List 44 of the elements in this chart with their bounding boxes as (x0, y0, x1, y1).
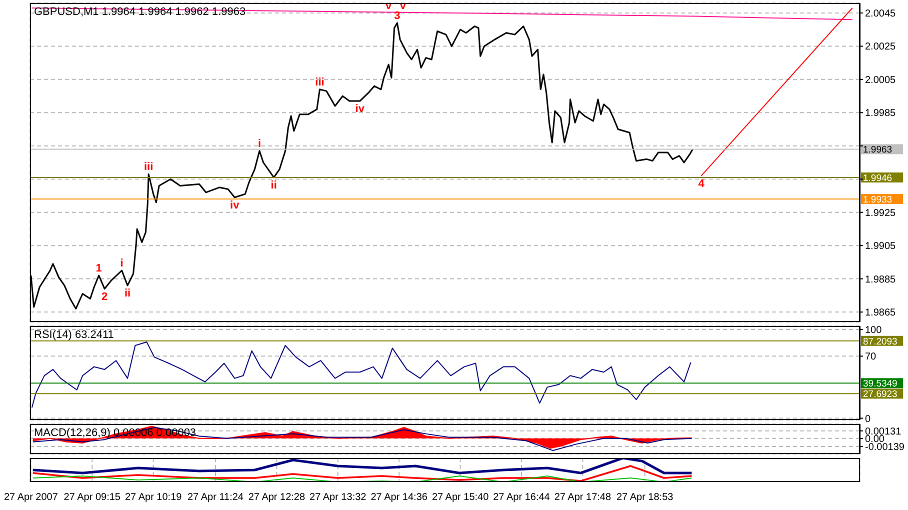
x-tick-label: 27 Apr 12:28 (248, 492, 306, 503)
chart-title: RSI(14) 63.2411 (34, 329, 114, 341)
line-series (31, 7, 853, 20)
y-tick-label: 0 (865, 414, 871, 425)
annotation: 3 (394, 10, 400, 22)
x-tick-label: 27 Apr 14:36 (370, 492, 428, 503)
y-tick-label: 70 (865, 352, 877, 363)
annotation: iv (355, 103, 366, 116)
annotation: 4 (698, 178, 706, 190)
x-tick-label: 27 Apr 11:24 (188, 492, 244, 503)
y-tick-label: 1.9985 (865, 108, 896, 120)
x-tick-label: 27 Apr 10:19 (124, 492, 182, 503)
annotation: 1 (96, 262, 102, 274)
y-tick-label: 1.9925 (865, 208, 896, 219)
annotation: 2 (102, 290, 108, 303)
annotation: iii (144, 161, 154, 174)
annotation: ii (124, 287, 131, 300)
x-tick-label: 27 Apr 09:15 (64, 492, 121, 503)
annotation: i (258, 138, 262, 150)
y-tick-label: 1.9865 (865, 308, 896, 319)
annotation: iv (230, 199, 240, 212)
y-tick-label: 2.0045 (865, 8, 896, 20)
ref-line-label: 1.9963 (863, 144, 892, 156)
annotation: ii (270, 179, 277, 192)
y-tick-label: -0.00139 (865, 442, 905, 453)
x-tick-label: 27 Apr 16:44 (493, 492, 550, 503)
y-tick-label: 2.0005 (865, 74, 896, 86)
x-tick-label: 27 Apr 2007 (4, 492, 58, 503)
ref-line-label: 39.5349 (863, 378, 898, 390)
line-series (31, 341, 692, 408)
y-tick-label: 1.9905 (865, 241, 896, 252)
y-tick-label: 2.0025 (865, 42, 896, 53)
ref-line-label: 1.9946 (863, 172, 892, 184)
ref-line-label: 87.2093 (863, 336, 898, 348)
y-tick-label: 100 (865, 325, 882, 336)
x-tick-label: 27 Apr 17:48 (554, 492, 612, 503)
y-tick-label: 1.9885 (865, 274, 896, 286)
ref-line-label: 1.9933 (863, 194, 892, 206)
ref-line-label: 27.6923 (863, 389, 898, 400)
x-tick-label: 27 Apr 13:32 (310, 492, 367, 503)
x-tick-label: 27 Apr 15:40 (432, 492, 490, 503)
annotation: iii (315, 76, 324, 88)
annotation: i (120, 257, 124, 270)
x-tick-label: 27 Apr 18:53 (616, 492, 674, 503)
